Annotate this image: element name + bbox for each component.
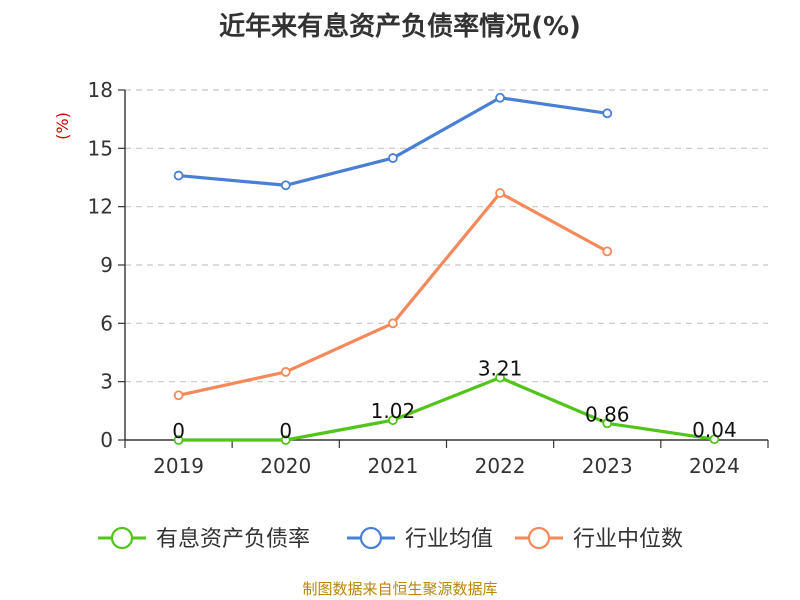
data-point[interactable] [602, 246, 613, 257]
data-point[interactable] [173, 435, 184, 445]
y-tick-label: 15 [88, 136, 113, 160]
grid-lines [125, 89, 768, 383]
data-label: 3.21 [478, 357, 523, 381]
legend[interactable]: 有息资产负债率 行业均值 行业中位数 [98, 526, 683, 552]
data-label: 0 [172, 419, 185, 443]
data-point[interactable] [388, 318, 398, 329]
data-point[interactable] [388, 415, 398, 426]
y-axis-unit-label: (%) [53, 112, 72, 140]
data-point[interactable] [602, 108, 613, 119]
series-line-1 [176, 96, 609, 187]
series-line-0 [176, 375, 717, 442]
data-point[interactable] [388, 153, 398, 163]
legend-label-1[interactable]: 行业均值 [405, 527, 493, 552]
x-tick-label: 2021 [367, 454, 418, 478]
series-group: 0 0 1.02 3.21 0.86 0.04 [172, 92, 737, 445]
data-point[interactable] [173, 170, 184, 181]
data-point[interactable] [602, 418, 613, 429]
data-point[interactable] [495, 372, 505, 383]
y-tick-label: 3 [100, 370, 113, 394]
data-label: 0 [279, 419, 292, 443]
source-note: 制图数据来自恒生聚源数据库 [302, 580, 498, 598]
x-tick-label: 2024 [689, 454, 740, 478]
series-line-2 [176, 191, 609, 397]
legend-marker-0[interactable] [110, 526, 134, 550]
y-tick-label: 0 [100, 428, 113, 452]
x-tick-label: 2022 [475, 454, 526, 478]
data-label: 0.86 [585, 402, 630, 426]
data-label: 1.02 [371, 399, 416, 423]
x-tick-label: 2019 [153, 454, 204, 478]
data-label: 0.04 [692, 418, 737, 442]
data-point[interactable] [280, 367, 291, 377]
y-tick-label: 12 [88, 195, 113, 219]
legend-marker-1[interactable] [359, 526, 383, 550]
data-point[interactable] [709, 434, 720, 445]
legend-label-0[interactable]: 有息资产负债率 [156, 527, 310, 552]
x-tick-label: 2020 [260, 454, 311, 478]
legend-marker-2[interactable] [527, 526, 551, 550]
y-tick-label: 6 [100, 311, 113, 335]
data-point[interactable] [495, 92, 505, 103]
y-tick-label: 9 [100, 253, 113, 277]
data-point[interactable] [280, 435, 291, 445]
y-tick-label: 18 [88, 78, 113, 102]
data-point[interactable] [173, 390, 184, 401]
data-point[interactable] [495, 188, 505, 198]
chart-title: 近年来有息资产负债率情况(%) [219, 12, 581, 42]
legend-label-2[interactable]: 行业中位数 [573, 527, 683, 552]
x-tick-label: 2023 [582, 454, 633, 478]
data-point[interactable] [280, 180, 291, 191]
